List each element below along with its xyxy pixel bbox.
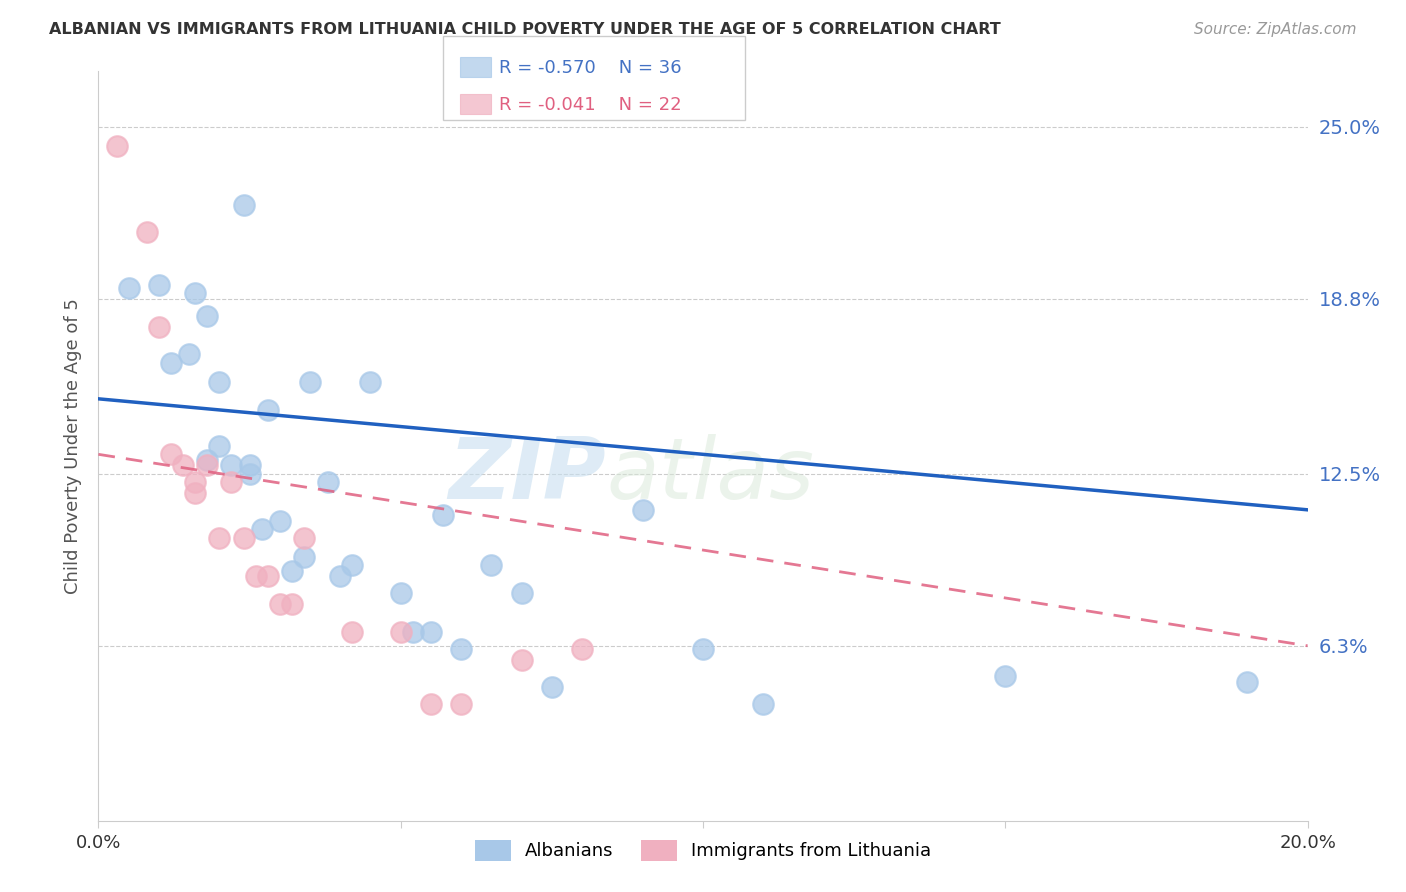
- Point: [221, 475, 243, 489]
- Text: R = -0.041    N = 22: R = -0.041 N = 22: [499, 96, 682, 114]
- Point: [195, 453, 218, 467]
- Point: [692, 641, 714, 656]
- Point: [329, 569, 352, 583]
- Legend: Albanians, Immigrants from Lithuania: Albanians, Immigrants from Lithuania: [467, 832, 939, 868]
- Point: [239, 467, 262, 481]
- Point: [256, 569, 278, 583]
- Point: [420, 697, 443, 711]
- Point: [221, 458, 243, 473]
- Point: [208, 439, 231, 453]
- Point: [481, 558, 503, 573]
- Point: [118, 281, 141, 295]
- Point: [269, 514, 291, 528]
- Point: [342, 624, 364, 639]
- Point: [195, 458, 218, 473]
- Point: [389, 624, 412, 639]
- Point: [316, 475, 339, 489]
- Point: [510, 653, 533, 667]
- Point: [281, 597, 304, 611]
- Point: [135, 225, 157, 239]
- Point: [232, 531, 254, 545]
- Point: [208, 531, 231, 545]
- Point: [1236, 674, 1258, 689]
- Point: [184, 486, 207, 500]
- Point: [184, 475, 207, 489]
- Point: [389, 586, 412, 600]
- Point: [402, 624, 425, 639]
- Point: [299, 375, 322, 389]
- Point: [148, 319, 170, 334]
- Text: Source: ZipAtlas.com: Source: ZipAtlas.com: [1194, 22, 1357, 37]
- Text: ZIP: ZIP: [449, 434, 606, 517]
- Point: [245, 569, 267, 583]
- Text: atlas: atlas: [606, 434, 814, 517]
- Point: [184, 286, 207, 301]
- Point: [250, 522, 273, 536]
- Point: [432, 508, 454, 523]
- Point: [360, 375, 382, 389]
- Point: [292, 549, 315, 564]
- Text: ALBANIAN VS IMMIGRANTS FROM LITHUANIA CHILD POVERTY UNDER THE AGE OF 5 CORRELATI: ALBANIAN VS IMMIGRANTS FROM LITHUANIA CH…: [49, 22, 1001, 37]
- Point: [571, 641, 593, 656]
- Point: [450, 641, 472, 656]
- Point: [281, 564, 304, 578]
- Point: [450, 697, 472, 711]
- Text: 20.0%: 20.0%: [1279, 834, 1336, 852]
- Y-axis label: Child Poverty Under the Age of 5: Child Poverty Under the Age of 5: [63, 298, 82, 594]
- Point: [232, 197, 254, 211]
- Point: [752, 697, 775, 711]
- Point: [269, 597, 291, 611]
- Point: [208, 375, 231, 389]
- Point: [160, 356, 183, 370]
- Point: [510, 586, 533, 600]
- Point: [256, 403, 278, 417]
- Point: [179, 347, 201, 361]
- Point: [540, 681, 562, 695]
- Text: R = -0.570    N = 36: R = -0.570 N = 36: [499, 59, 682, 77]
- Point: [420, 624, 443, 639]
- Point: [160, 447, 183, 461]
- Point: [172, 458, 194, 473]
- Point: [148, 278, 170, 293]
- Point: [105, 139, 128, 153]
- Point: [342, 558, 364, 573]
- Point: [195, 309, 218, 323]
- Text: 0.0%: 0.0%: [76, 834, 121, 852]
- Point: [292, 531, 315, 545]
- Point: [239, 458, 262, 473]
- Point: [994, 669, 1017, 683]
- Point: [631, 503, 654, 517]
